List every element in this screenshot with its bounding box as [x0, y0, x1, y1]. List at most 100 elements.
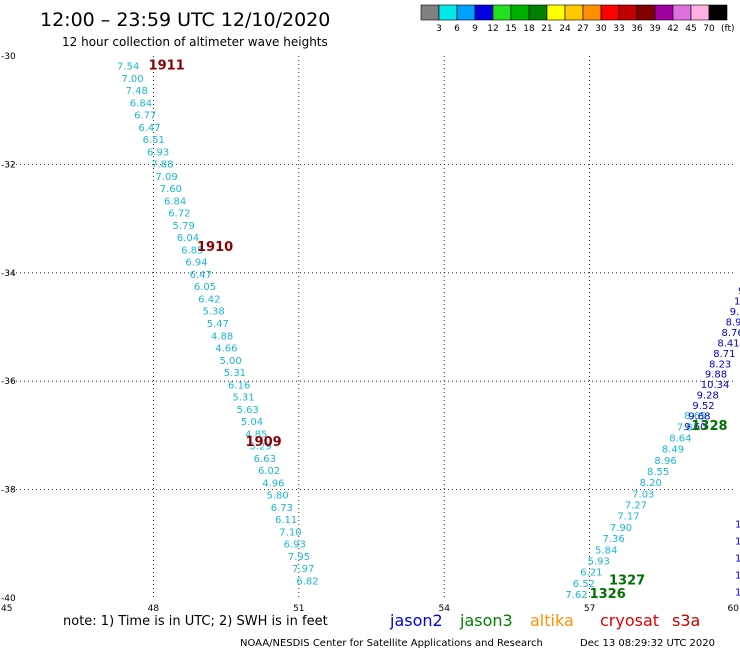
- scale-label: 9: [472, 24, 478, 34]
- wave-height-value: 6.04: [177, 233, 199, 244]
- wave-height-value: 11: [735, 553, 740, 564]
- page-title: 12:00 – 23:59 UTC 12/10/2020: [40, 9, 330, 31]
- wave-height-value: 5.63: [237, 405, 259, 416]
- wave-height-value: 7.36: [602, 534, 624, 545]
- wave-height-value: 10.34: [701, 380, 730, 391]
- wave-height-value: 6.51: [143, 135, 165, 146]
- pass-time-label: 1326: [590, 587, 626, 602]
- wave-height-value: 5.31: [232, 393, 254, 404]
- wave-height-value: 6.42: [198, 294, 220, 305]
- latitude-tick-label: -32: [1, 160, 16, 170]
- wave-height-value: 10: [735, 570, 740, 581]
- pass-time-label: 1910: [197, 240, 233, 255]
- scale-label: 27: [577, 24, 588, 34]
- scale-swatch: [510, 4, 530, 21]
- wave-height-value: 7.17: [617, 512, 639, 523]
- wave-height-value: 5.31: [224, 368, 246, 379]
- latitude-tick-label: -38: [1, 486, 16, 496]
- satellite-legend: jason2 jason3 altika cryosat s3a: [389, 611, 700, 630]
- longitude-tick-labels: 45 48 51 54 57 60: [1, 604, 739, 614]
- wave-height-value: 4.88: [211, 331, 233, 342]
- scale-swatch: [708, 4, 728, 21]
- scale-label: 45: [685, 24, 696, 34]
- satellite-legend-s3a: s3a: [672, 611, 700, 630]
- wave-height-value: 7.10: [279, 527, 301, 538]
- track-edge-lower: 111111010: [735, 520, 740, 599]
- latitude-tick-labels: -30 -32 -34 -36 -38 -40: [1, 52, 16, 604]
- wave-height-value: 6.82: [296, 576, 318, 587]
- scale-swatch: [636, 4, 656, 21]
- pass-time-label: 1327: [609, 573, 645, 588]
- wave-height-value: 8.41: [717, 338, 739, 349]
- wave-height-value: 7.09: [155, 172, 177, 183]
- wave-height-value: 9.60: [684, 422, 706, 433]
- wave-height-value: 9.52: [692, 401, 714, 412]
- satellite-legend-jason2: jason2: [389, 611, 443, 630]
- wave-height-value: 6.16: [228, 380, 250, 391]
- wave-height-value: 5.00: [220, 356, 242, 367]
- wave-height-value: 5.84: [595, 545, 617, 556]
- satellite-legend-altika: altika: [530, 611, 574, 630]
- wave-height-value: 4.66: [215, 344, 237, 355]
- wave-height-value: 5.79: [173, 221, 195, 232]
- footer-timestamp: Dec 13 08:29:32 UTC 2020: [580, 638, 715, 649]
- scale-label: 12: [487, 24, 498, 34]
- wave-height-value: 11: [735, 536, 740, 547]
- wave-height-value: 8.96: [654, 456, 676, 467]
- wave-height-value: 6.84: [164, 196, 186, 207]
- wave-height-value: 5.93: [588, 556, 610, 567]
- wave-height-value: 5.04: [241, 417, 263, 428]
- wave-height-value: 8.71: [713, 349, 735, 360]
- scale-unit-label: (ft): [721, 24, 735, 34]
- track-1326-1328: 7.626.526.215.935.847.367.907.177.277.03…: [565, 411, 706, 601]
- scale-swatch: [600, 4, 620, 21]
- wave-height-value: 7.03: [632, 489, 654, 500]
- color-scale-legend: 3 6 9 12 15 18 21 24 27 30 33 36 39 42 45 70 (ft): [420, 4, 735, 34]
- scale-label: 42: [667, 24, 678, 34]
- wave-height-value: 9.68: [688, 412, 710, 423]
- scale-label: 15: [505, 24, 516, 34]
- wave-height-value: 1: [735, 520, 740, 531]
- scale-swatch: [654, 4, 674, 21]
- wave-height-value: 8.49: [662, 445, 684, 456]
- wave-height-value: 10: [735, 587, 740, 598]
- scale-swatch: [456, 4, 476, 21]
- wave-height-value: 8.64: [669, 433, 691, 444]
- scale-swatch: [618, 4, 638, 21]
- scale-label: 21: [541, 24, 552, 34]
- scale-label: 39: [649, 24, 661, 34]
- wave-height-value: 7.48: [126, 86, 148, 97]
- latitude-tick-label: -34: [1, 269, 16, 279]
- wave-height-value: 6.02: [258, 466, 280, 477]
- wave-height-value: 7.60: [160, 184, 182, 195]
- wave-height-value: 6.84: [130, 98, 152, 109]
- track-1909-1911: 7.547.007.486.846.776.476.516.937.887.09…: [117, 62, 319, 588]
- latitude-tick-label: -40: [1, 594, 16, 604]
- wave-height-value: 4.85: [245, 429, 267, 440]
- wave-height-value: 7.95: [288, 552, 310, 563]
- wave-height-value: 8.65: [684, 411, 706, 422]
- wave-height-value: 6.05: [194, 282, 216, 293]
- wave-height-value: 6.85: [181, 245, 203, 256]
- wave-height-value: 6.47: [190, 270, 212, 281]
- wave-height-value: 5.38: [202, 307, 224, 318]
- wave-height-value: 6.94: [185, 258, 207, 269]
- pass-time-label: 1909: [245, 435, 281, 450]
- scale-swatch: [492, 4, 512, 21]
- wave-height-value: 5.29: [249, 442, 271, 453]
- footer-credit: NOAA/NESDIS Center for Satellite Applica…: [240, 638, 543, 649]
- wave-height-value: 7.87: [677, 422, 699, 433]
- longitude-tick-label: 54: [438, 604, 450, 614]
- wave-height-value: 8.96: [726, 317, 740, 328]
- wave-height-value: 8.55: [647, 467, 669, 478]
- wave-height-value: 7.90: [610, 523, 632, 534]
- wave-height-value: 6.11: [275, 515, 297, 526]
- wave-height-value: 6.93: [147, 147, 169, 158]
- wave-height-value: 5.47: [207, 319, 229, 330]
- wave-height-value: 6.77: [134, 111, 156, 122]
- scale-label: 70: [703, 24, 715, 34]
- latitude-tick-label: -36: [1, 377, 16, 387]
